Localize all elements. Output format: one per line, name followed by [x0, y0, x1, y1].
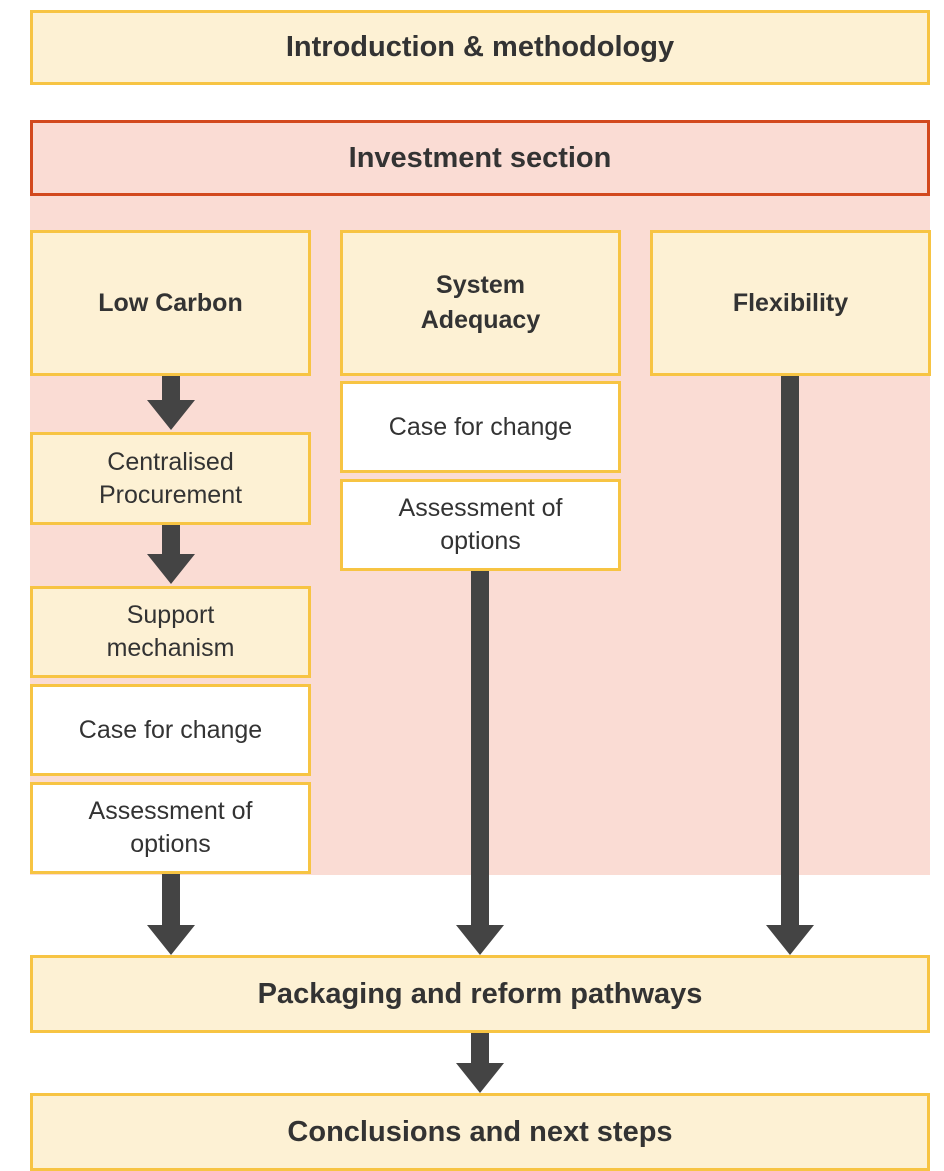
arrow [147, 376, 195, 430]
column-header: System Adequacy [340, 230, 621, 376]
step-box: Assessment of options [30, 782, 311, 874]
arrow [147, 525, 195, 584]
step-box: Case for change [30, 684, 311, 776]
column-header: Flexibility [650, 230, 931, 376]
arrow [147, 874, 195, 955]
conclusions-box: Conclusions and next steps [30, 1093, 930, 1171]
section-box: Investment section [30, 120, 930, 196]
column-header: Low Carbon [30, 230, 311, 376]
arrow [456, 571, 504, 955]
intro-box: Introduction & methodology [30, 10, 930, 85]
arrow [766, 376, 814, 955]
step-box: Support mechanism [30, 586, 311, 678]
step-box: Case for change [340, 381, 621, 473]
arrow [456, 1033, 504, 1093]
packaging-box: Packaging and reform pathways [30, 955, 930, 1033]
step-box: Assessment of options [340, 479, 621, 571]
step-box: Centralised Procurement [30, 432, 311, 525]
